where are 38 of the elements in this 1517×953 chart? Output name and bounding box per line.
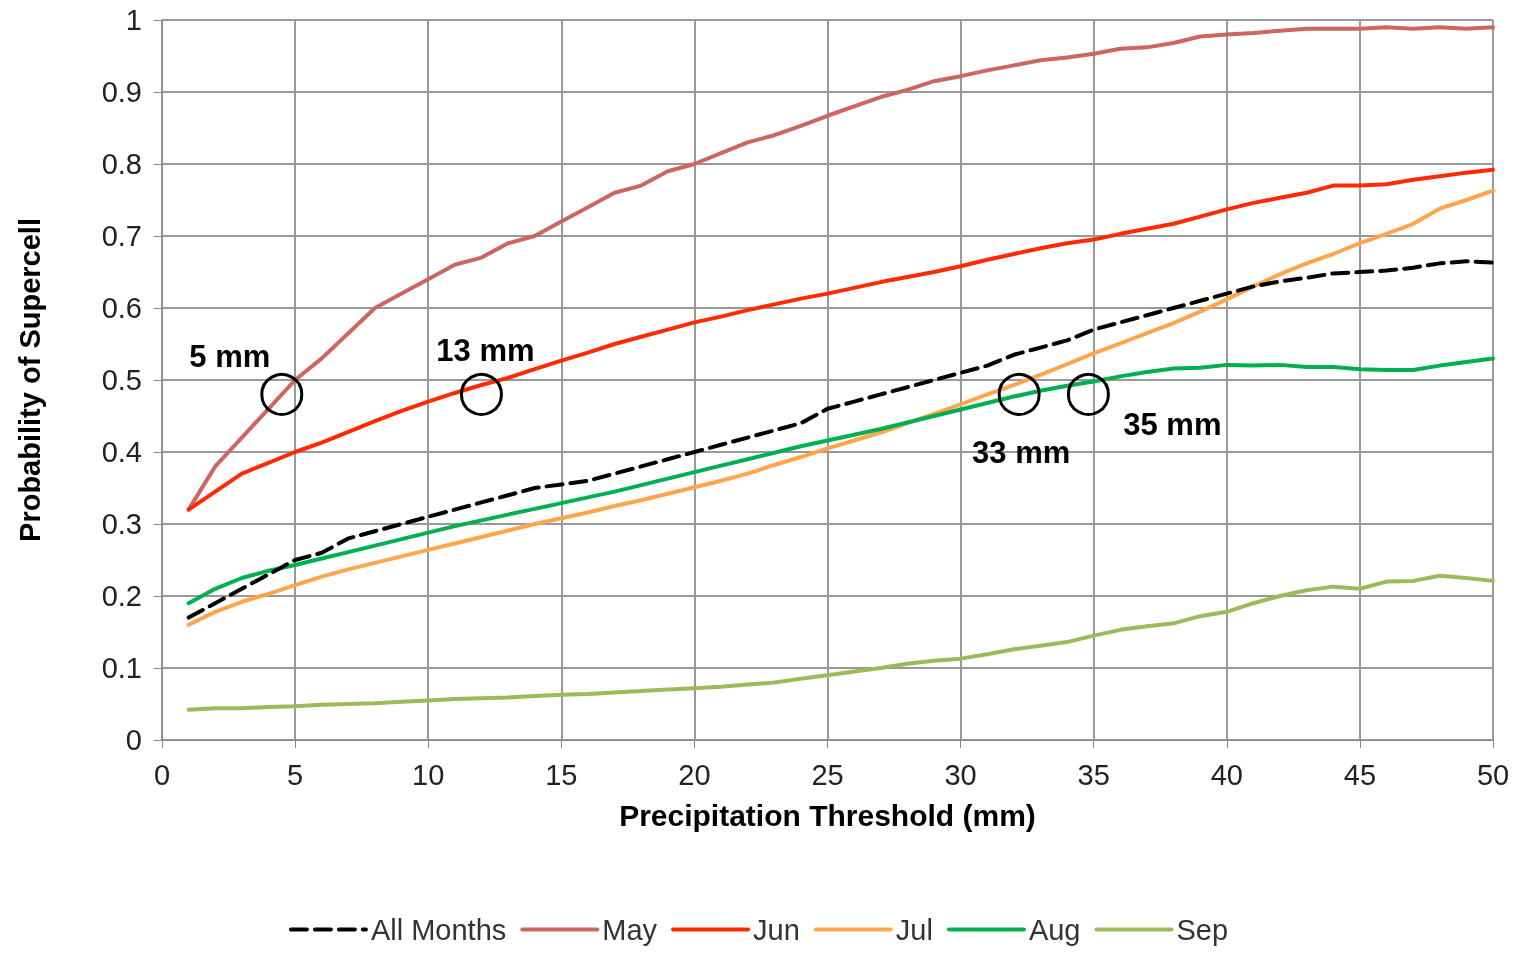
y-axis-title: Probability of Supercell [13,218,46,542]
y-tick-label: 1 [125,4,142,36]
y-tick-label: 0.9 [101,76,142,108]
x-tick-label: 5 [287,758,304,791]
y-tick-label: 0.7 [101,220,142,252]
line-series [186,259,1495,620]
x-tick-label: 25 [811,758,844,791]
line-series [186,188,1495,627]
annotation: 13 mm [436,332,535,368]
line-series [186,167,1495,512]
y-tick-label: 0.2 [101,580,142,612]
legend-label: Jun [753,913,800,946]
legend-label: Sep [1176,913,1229,946]
y-tick-label: 0.8 [101,148,142,180]
x-axis-title: Precipitation Threshold (mm) [619,798,1036,832]
x-tick-label: 50 [1476,758,1510,791]
annotation: 5 mm [189,338,271,374]
line-series [186,573,1495,712]
x-tick-label: 15 [545,758,578,791]
y-tick-label: 0.4 [101,436,142,468]
x-tick-label: 0 [153,758,171,791]
x-tick-label: 10 [412,758,445,791]
annotation: 33 mm [972,434,1071,470]
y-tick-label: 0 [125,724,142,756]
y-tick-label: 0.5 [101,364,142,396]
x-tick-label: 35 [1077,758,1110,791]
x-tick-label: 45 [1343,758,1377,791]
legend-label: All Months [370,913,507,946]
y-tick-label: 0.1 [101,652,142,684]
x-tick-label: 40 [1210,758,1243,791]
y-tick-label: 0.6 [101,292,142,324]
annotation: 35 mm [1123,406,1222,442]
y-tick-label: 0.3 [101,508,142,540]
legend-label: May [602,913,658,946]
x-tick-label: 20 [678,758,711,791]
x-tick-label: 30 [944,758,977,791]
legend-label: Jul [895,913,933,946]
legend-label: Aug [1028,913,1081,946]
